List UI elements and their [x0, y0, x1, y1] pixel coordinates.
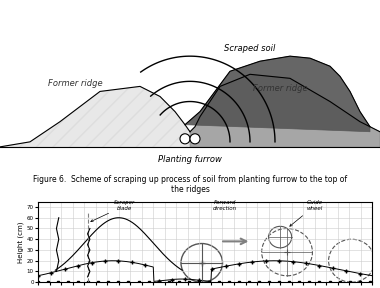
Polygon shape	[0, 86, 190, 147]
Y-axis label: Height (cm): Height (cm)	[17, 221, 24, 263]
Polygon shape	[185, 56, 370, 132]
Polygon shape	[190, 74, 380, 147]
Text: Planting furrow: Planting furrow	[158, 155, 222, 164]
Text: Scraper
blade: Scraper blade	[91, 200, 135, 222]
Circle shape	[180, 134, 190, 144]
Text: Figure 6.  Scheme of scraping up process of soil from planting furrow to the top: Figure 6. Scheme of scraping up process …	[33, 175, 347, 194]
Text: Former ridge: Former ridge	[253, 84, 307, 93]
Text: Scraped soil: Scraped soil	[224, 44, 276, 53]
Text: Forward
direction: Forward direction	[213, 200, 237, 211]
Text: Guide
wheel: Guide wheel	[290, 200, 323, 226]
Text: Former ridge: Former ridge	[48, 79, 102, 88]
Circle shape	[190, 134, 200, 144]
